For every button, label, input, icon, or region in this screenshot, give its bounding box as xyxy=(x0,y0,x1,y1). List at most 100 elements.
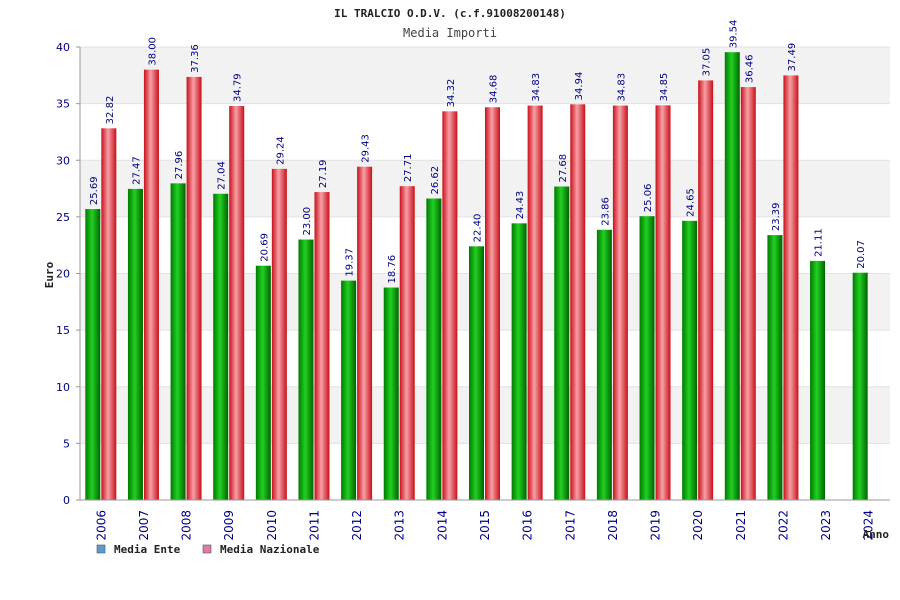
bar-nazionale-2012 xyxy=(357,166,373,500)
value-label-ente-2014: 26.62 xyxy=(430,166,441,195)
bar-nazionale-2010 xyxy=(271,168,287,500)
y-tick-label: 30 xyxy=(56,154,70,167)
value-label-nazionale-2013: 27.71 xyxy=(403,154,414,183)
value-label-nazionale-2010: 29.24 xyxy=(275,136,286,165)
y-tick-label: 20 xyxy=(56,268,70,281)
bar-nazionale-2014 xyxy=(442,111,458,501)
bar-nazionale-2018 xyxy=(612,105,628,501)
x-tick-label-2018: 2018 xyxy=(606,510,620,541)
chart-title: IL TRALCIO O.D.V. (c.f.91008200148) xyxy=(334,7,566,20)
bar-ente-2023 xyxy=(810,260,826,500)
value-label-nazionale-2008: 37.36 xyxy=(190,44,201,73)
bar-nazionale-2011 xyxy=(314,192,330,501)
x-axis-ticks: 2006 2007 2008 2009 2010 2011 2012 2013 2014 2015… xyxy=(94,510,875,541)
value-label-ente-2018: 23.86 xyxy=(600,197,611,226)
bar-ente-2010 xyxy=(255,265,271,500)
bar-nazionale-2009 xyxy=(229,106,245,501)
chart-subtitle: Media Importi xyxy=(403,26,497,40)
value-label-nazionale-2021: 36.46 xyxy=(744,54,755,83)
value-label-ente-2020: 24.65 xyxy=(686,188,697,217)
bar-ente-2006 xyxy=(85,209,101,501)
y-axis-ticks: 0 5 10 15 20 25 30 35 40 xyxy=(56,41,80,507)
value-label-nazionale-2014: 34.32 xyxy=(446,79,457,108)
x-tick-label-2011: 2011 xyxy=(307,510,321,541)
x-tick-label-2006: 2006 xyxy=(94,510,108,541)
bar-ente-2009 xyxy=(213,193,229,500)
x-axis-label: Anno xyxy=(863,528,890,541)
x-tick-label-2010: 2010 xyxy=(265,510,279,541)
legend-label-ente: Media Ente xyxy=(114,543,181,556)
value-label-nazionale-2016: 34.83 xyxy=(531,73,542,102)
x-tick-label-2022: 2022 xyxy=(776,510,790,541)
bar-ente-2014 xyxy=(426,198,442,500)
x-tick-label-2021: 2021 xyxy=(734,510,748,541)
legend: Media Ente Media Nazionale xyxy=(96,543,320,556)
bar-ente-2016 xyxy=(511,223,527,500)
bar-ente-2020 xyxy=(682,220,698,500)
value-label-ente-2019: 25.06 xyxy=(643,184,654,213)
value-label-ente-2013: 18.76 xyxy=(387,255,398,284)
x-tick-label-2024: 2024 xyxy=(862,510,876,541)
bar-nazionale-2015 xyxy=(485,107,500,501)
value-label-ente-2024: 20.07 xyxy=(856,240,867,269)
x-tick-label-2012: 2012 xyxy=(350,510,364,541)
y-tick-label: 25 xyxy=(56,211,70,224)
value-label-ente-2015: 22.40 xyxy=(473,214,484,243)
value-label-ente-2017: 27.68 xyxy=(558,154,569,183)
x-tick-label-2015: 2015 xyxy=(478,510,492,541)
value-label-nazionale-2019: 34.85 xyxy=(659,73,670,102)
bars xyxy=(85,52,868,501)
value-label-ente-2008: 27.96 xyxy=(174,151,185,180)
x-tick-label-2013: 2013 xyxy=(393,510,407,541)
bar-nazionale-2020 xyxy=(698,80,714,500)
y-tick-label: 35 xyxy=(56,98,70,111)
bar-ente-2007 xyxy=(127,188,143,500)
bar-nazionale-2016 xyxy=(527,105,543,501)
bar-ente-2012 xyxy=(341,280,357,500)
bar-ente-2008 xyxy=(170,183,186,500)
x-tick-label-2019: 2019 xyxy=(649,510,663,541)
bar-ente-2017 xyxy=(554,186,570,501)
x-tick-label-2007: 2007 xyxy=(137,510,151,541)
bar-nazionale-2013 xyxy=(399,186,415,500)
bar-nazionale-2021 xyxy=(740,87,756,500)
value-label-nazionale-2018: 34.83 xyxy=(616,73,627,102)
value-label-ente-2006: 25.69 xyxy=(89,176,100,205)
legend-label-nazionale: Media Nazionale xyxy=(220,543,320,556)
bar-nazionale-2007 xyxy=(143,69,159,501)
value-label-ente-2009: 27.04 xyxy=(217,161,228,190)
x-tick-label-2023: 2023 xyxy=(819,510,833,541)
value-label-nazionale-2006: 32.82 xyxy=(105,96,116,125)
bar-ente-2013 xyxy=(383,287,399,500)
value-label-ente-2021: 39.54 xyxy=(728,20,739,49)
bar-nazionale-2006 xyxy=(101,128,117,500)
bar-nazionale-2022 xyxy=(783,75,799,500)
bar-ente-2021 xyxy=(724,52,740,500)
bar-ente-2015 xyxy=(469,246,484,500)
y-tick-label: 15 xyxy=(56,324,70,337)
x-tick-label-2016: 2016 xyxy=(521,510,535,541)
value-label-ente-2022: 23.39 xyxy=(771,202,782,231)
bar-ente-2024 xyxy=(852,272,868,500)
bar-ente-2022 xyxy=(767,235,783,500)
value-labels: 25.69 27.47 27.96 27.04 20.69 23.00 19.37 18.76… xyxy=(89,20,867,284)
x-tick-label-2008: 2008 xyxy=(180,510,194,541)
bar-ente-2011 xyxy=(298,239,314,500)
y-axis-label: Euro xyxy=(43,261,56,288)
value-label-ente-2023: 21.11 xyxy=(814,228,825,257)
x-tick-label-2014: 2014 xyxy=(435,510,449,541)
value-label-nazionale-2022: 37.49 xyxy=(787,43,798,72)
value-label-nazionale-2017: 34.94 xyxy=(574,72,585,101)
value-label-ente-2011: 23.00 xyxy=(302,207,313,236)
value-label-nazionale-2020: 37.05 xyxy=(702,48,713,77)
bar-ente-2018 xyxy=(596,229,612,500)
y-tick-label: 0 xyxy=(63,494,70,507)
bar-nazionale-2008 xyxy=(186,76,202,500)
bar-nazionale-2017 xyxy=(570,104,586,500)
legend-swatch-nazionale xyxy=(202,544,212,554)
y-tick-label: 5 xyxy=(63,437,70,450)
value-label-nazionale-2009: 34.79 xyxy=(233,73,244,102)
value-label-nazionale-2007: 38.00 xyxy=(147,37,158,66)
value-label-ente-2016: 24.43 xyxy=(515,191,526,220)
